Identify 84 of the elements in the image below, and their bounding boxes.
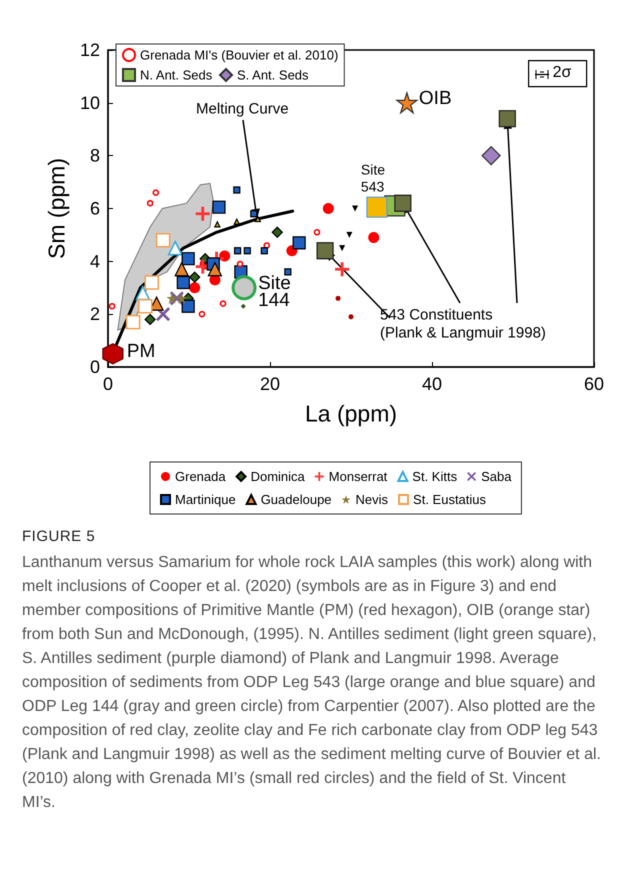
y-axis-title: Sm (ppm): [44, 158, 70, 259]
point: [174, 262, 189, 276]
point: [189, 282, 200, 294]
point: [339, 245, 346, 252]
y-tick-label: 0: [90, 357, 100, 377]
annotation: Site 543: [360, 162, 386, 195]
y-tick-label: 4: [90, 251, 100, 272]
legend-label: S. Ant. Seds: [236, 68, 310, 82]
x-tick-label: 20: [260, 374, 280, 394]
point: [144, 275, 159, 290]
point: [244, 247, 251, 254]
x-tick-label: 60: [584, 374, 604, 394]
point: [212, 200, 226, 214]
point: [254, 216, 261, 222]
point: [233, 186, 240, 194]
point: [498, 110, 516, 128]
point: [198, 310, 206, 318]
text: Lanthanum versus Samarium for whole rock LAIA samples (this work) along with melt inclusions of Cooper et al. (2020) (symbols are as in Figure 3) and end member compositions of Primitive Mantle (PM) (red hexagon), OIB (orange star) from both Sun and McDonough, (1995). N. Antilles sediment (light green square), S. Antilles sediment (purple diamond) of Plank and Langmuir 1998. Average composition of sediments from ODP Leg 543 (large orange and blue square) and ODP Leg 144 (gray and green circle) from Carpentier (2007). Also plotted are the composition of red clay, zeolite clay and Fe rich carbonate clay from ODP leg 543 (Plank and Langmuir 1998) as well as the sediment melting curve of Bouvier et al. (2010) along with Grenada MI’s (small red circles) and the field of St. Vincent MI’s.: [22, 554, 601, 811]
point: [348, 314, 354, 320]
legend-label: Guadeloupe: [260, 492, 332, 507]
point: [322, 203, 334, 214]
point: [292, 236, 306, 250]
annotation: PM: [126, 340, 156, 362]
point: [108, 302, 116, 310]
point: [260, 247, 268, 254]
annotation: Melting Curve: [196, 100, 289, 118]
point: [156, 232, 170, 248]
point: [232, 275, 257, 300]
y-tick-label: 10: [80, 92, 100, 113]
point: [196, 206, 210, 221]
point: [314, 229, 320, 236]
point: [136, 286, 150, 300]
x-axis-title: La (ppm): [304, 400, 398, 426]
point: [182, 252, 195, 266]
y-tick-label: 2: [90, 304, 100, 324]
point: [208, 262, 222, 276]
point: [234, 247, 242, 254]
point: [166, 292, 178, 304]
legend-label: Grenada: [175, 469, 226, 484]
point: [316, 242, 334, 260]
point: [482, 146, 501, 166]
y-tick-label: 6: [90, 198, 100, 218]
legend-label: Nevis: [356, 492, 389, 507]
point: [352, 206, 358, 212]
x-tick-label: 0: [102, 374, 114, 394]
point: [284, 268, 292, 276]
point: [152, 189, 160, 196]
point: [396, 92, 418, 114]
point: [366, 196, 388, 218]
annotation: OIB: [418, 88, 452, 109]
y-tick-label: 12: [80, 40, 100, 60]
point: [250, 210, 258, 218]
legend-label: Dominica: [250, 469, 306, 484]
x-tick-label: 40: [422, 374, 442, 394]
point: [189, 272, 200, 283]
point: [146, 200, 154, 206]
point: [219, 250, 230, 262]
legend-label: Monserrat: [328, 469, 388, 484]
point: [272, 226, 283, 238]
point: [240, 304, 246, 309]
annotation: Site 144: [258, 272, 291, 311]
legend-label: St. Kitts: [412, 469, 458, 484]
point: [176, 292, 188, 304]
point: [144, 314, 156, 326]
point: [126, 314, 140, 330]
point: [236, 260, 244, 268]
legend-label: St. Eustatius: [413, 492, 487, 507]
point: [182, 300, 195, 313]
legend-label: Grenada MI's (Bouvier et al. 2010): [140, 48, 338, 62]
point: [168, 240, 182, 256]
legend-label: Saba: [481, 469, 512, 484]
y-tick-label: 8: [90, 146, 100, 166]
point: [346, 232, 352, 238]
point: [335, 262, 350, 276]
annotation: 2σ: [552, 64, 572, 82]
legend-label: N. Ant. Seds: [140, 68, 213, 82]
point: [102, 343, 124, 364]
text: FIGURE 5: [22, 528, 96, 545]
point: [220, 300, 226, 307]
legend-label: Martinique: [175, 492, 236, 507]
point: [368, 232, 380, 244]
point: [214, 221, 220, 228]
point: [336, 296, 341, 301]
point: [176, 276, 190, 290]
